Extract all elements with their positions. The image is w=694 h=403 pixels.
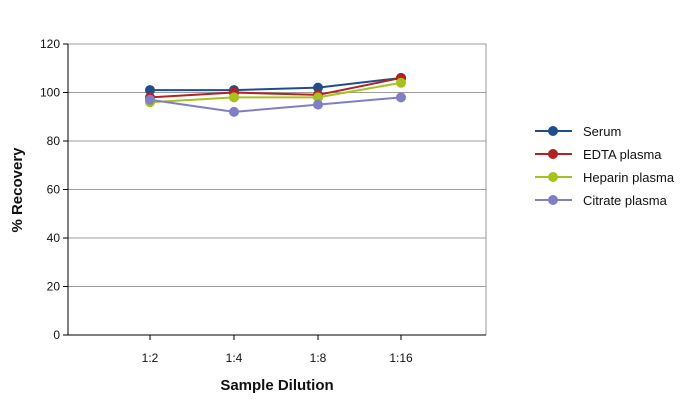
legend-label: Serum	[583, 124, 621, 139]
legend-marker	[548, 149, 558, 159]
y-tick-label: 100	[40, 86, 60, 100]
y-axis-title: % Recovery	[9, 147, 26, 233]
series-line-heparin-plasma	[149, 81, 402, 104]
series-line-edta-plasma	[149, 76, 402, 99]
legend-item: EDTA plasma	[535, 147, 662, 162]
grid-layer	[67, 43, 487, 336]
data-point-citrate-plasma	[145, 94, 155, 105]
data-point-citrate-plasma	[396, 92, 406, 103]
series-line-serum	[149, 76, 402, 92]
legend-label: Heparin plasma	[583, 170, 675, 185]
x-axis-title: Sample Dilution	[220, 377, 333, 394]
x-tick-label: 1:16	[389, 351, 413, 365]
series-layer	[145, 72, 406, 117]
legend-marker	[548, 195, 558, 205]
x-tick-label: 1:2	[142, 351, 159, 365]
data-point-citrate-plasma	[313, 99, 323, 110]
axis-layer: 0 20 40 60 80 100 120 1:2 1:4 1:8 1:16	[40, 37, 486, 365]
y-tick-label: 40	[47, 231, 61, 245]
legend-label: EDTA plasma	[583, 147, 662, 162]
y-tick-label: 60	[47, 183, 61, 197]
y-tick-label: 80	[47, 134, 61, 148]
legend-item: Serum	[535, 124, 621, 139]
series-line-citrate-plasma	[149, 96, 402, 113]
x-tick-label: 1:4	[226, 351, 243, 365]
data-point-citrate-plasma	[229, 106, 239, 117]
legend-marker	[548, 126, 558, 136]
data-point-heparin-plasma	[396, 77, 406, 88]
data-point-heparin-plasma	[229, 92, 239, 103]
y-tick-label: 0	[53, 328, 60, 342]
legend-item: Heparin plasma	[535, 170, 675, 185]
y-tick-label: 20	[47, 280, 61, 294]
legend-item: Citrate plasma	[535, 193, 668, 208]
y-tick-label: 120	[40, 37, 60, 51]
legend-marker	[548, 172, 558, 182]
x-tick-label: 1:8	[310, 351, 327, 365]
legend-label: Citrate plasma	[583, 193, 668, 208]
legend: Serum EDTA plasma Heparin plasma Citrate pl…	[535, 124, 675, 208]
